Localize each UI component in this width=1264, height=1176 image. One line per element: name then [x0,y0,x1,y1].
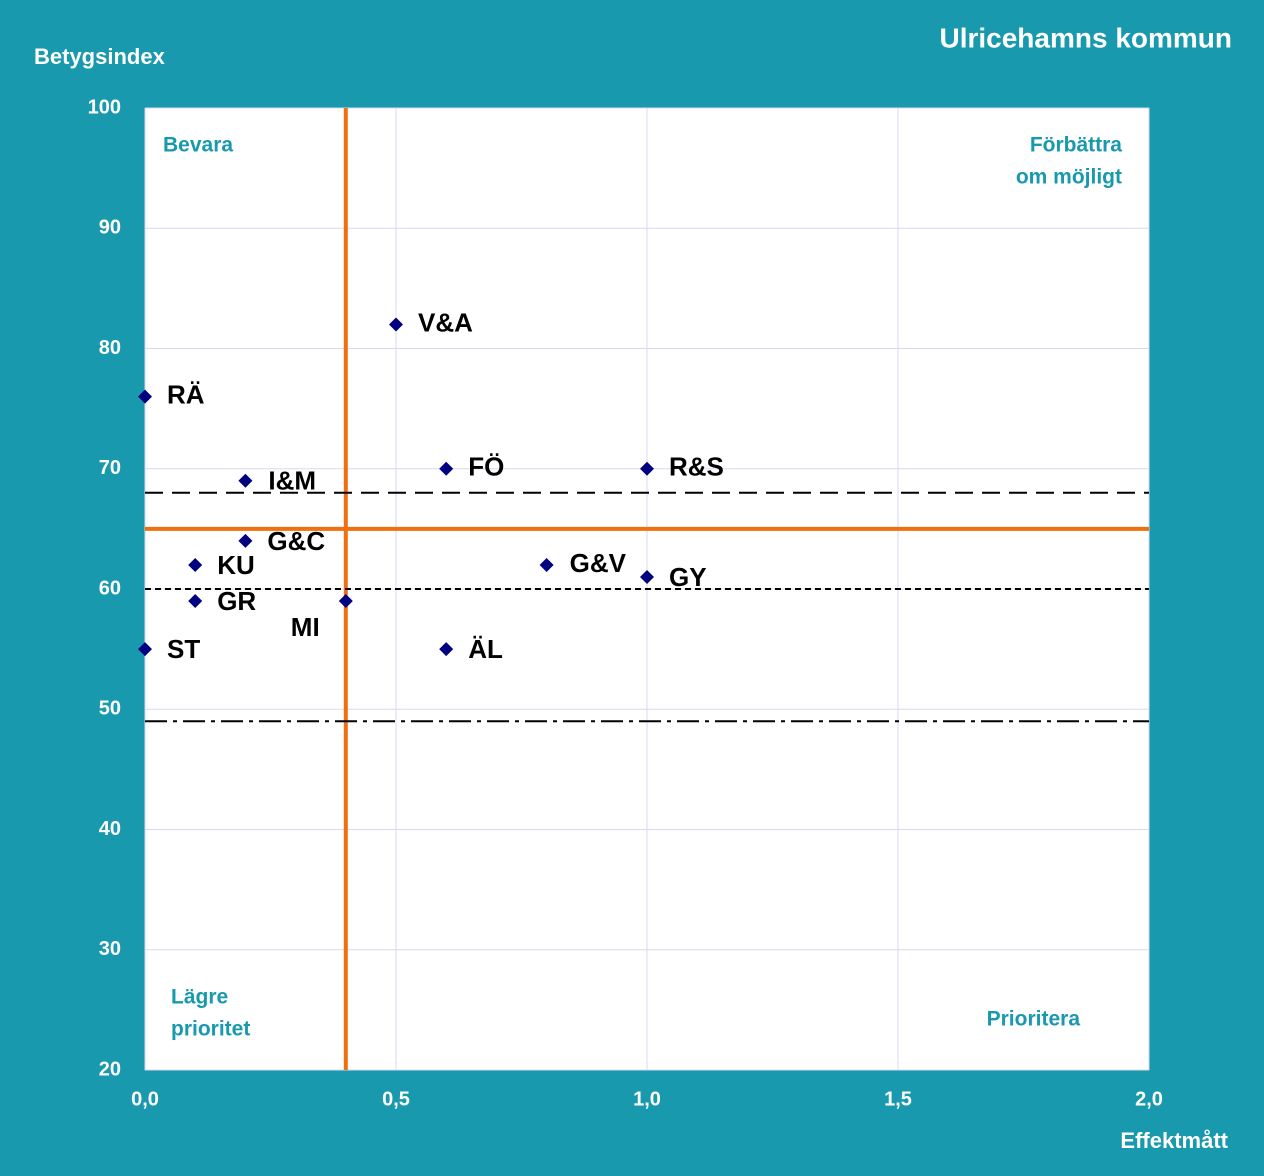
point-label: KU [217,550,255,580]
point-label: V&A [418,307,473,337]
data-point [188,594,203,609]
y-tick-label: 90 [99,217,121,239]
y-tick-label: 70 [99,457,121,479]
data-point [138,389,152,404]
x-tick-label: 0,0 [131,1088,159,1110]
data-point [640,569,654,584]
data-point [539,557,554,572]
point-label: G&V [570,548,627,578]
y-tick-label: 40 [99,818,121,840]
quadrant-label: Bevara [163,134,233,157]
x-axis-label: Effektmått [1120,1128,1228,1153]
y-tick-label: 20 [99,1058,121,1080]
point-label: R&S [669,452,724,482]
data-point [389,317,403,332]
point-label: ÄL [468,634,503,664]
x-tick-label: 1,0 [633,1088,661,1110]
point-label: ST [167,634,200,664]
point-label: MI [291,612,320,642]
x-tick-label: 2,0 [1135,1088,1163,1110]
point-label: RÄ [167,379,205,409]
data-point [238,533,253,548]
y-tick-label: 60 [99,577,121,599]
y-tick-label: 50 [99,698,121,720]
quadrant-label: prioritet [171,1018,250,1041]
y-tick-label: 30 [99,938,121,960]
point-label: GY [669,562,707,592]
point-label: GR [217,586,256,616]
quadrant-label: om möjligt [1016,166,1122,189]
point-label: G&C [267,526,325,556]
point-label: FÖ [468,452,504,482]
data-point [439,461,454,476]
data-point [439,642,454,657]
y-tick-label: 80 [99,337,121,359]
quadrant-label: Lägre [171,986,228,1009]
y-tick-label: 100 [88,96,121,118]
data-point [188,557,203,572]
x-tick-label: 0,5 [382,1088,410,1110]
data-point [238,473,253,488]
data-point [138,642,152,657]
chart-title: Ulricehamns kommun [939,22,1232,53]
point-label: I&M [268,466,316,496]
quadrant-label: Förbättra [1030,134,1122,157]
data-point [640,461,654,476]
quadrant-label: Prioritera [987,1008,1081,1031]
data-point [338,594,353,609]
x-tick-label: 1,5 [884,1088,912,1110]
y-axis-label: Betygsindex [34,44,166,69]
